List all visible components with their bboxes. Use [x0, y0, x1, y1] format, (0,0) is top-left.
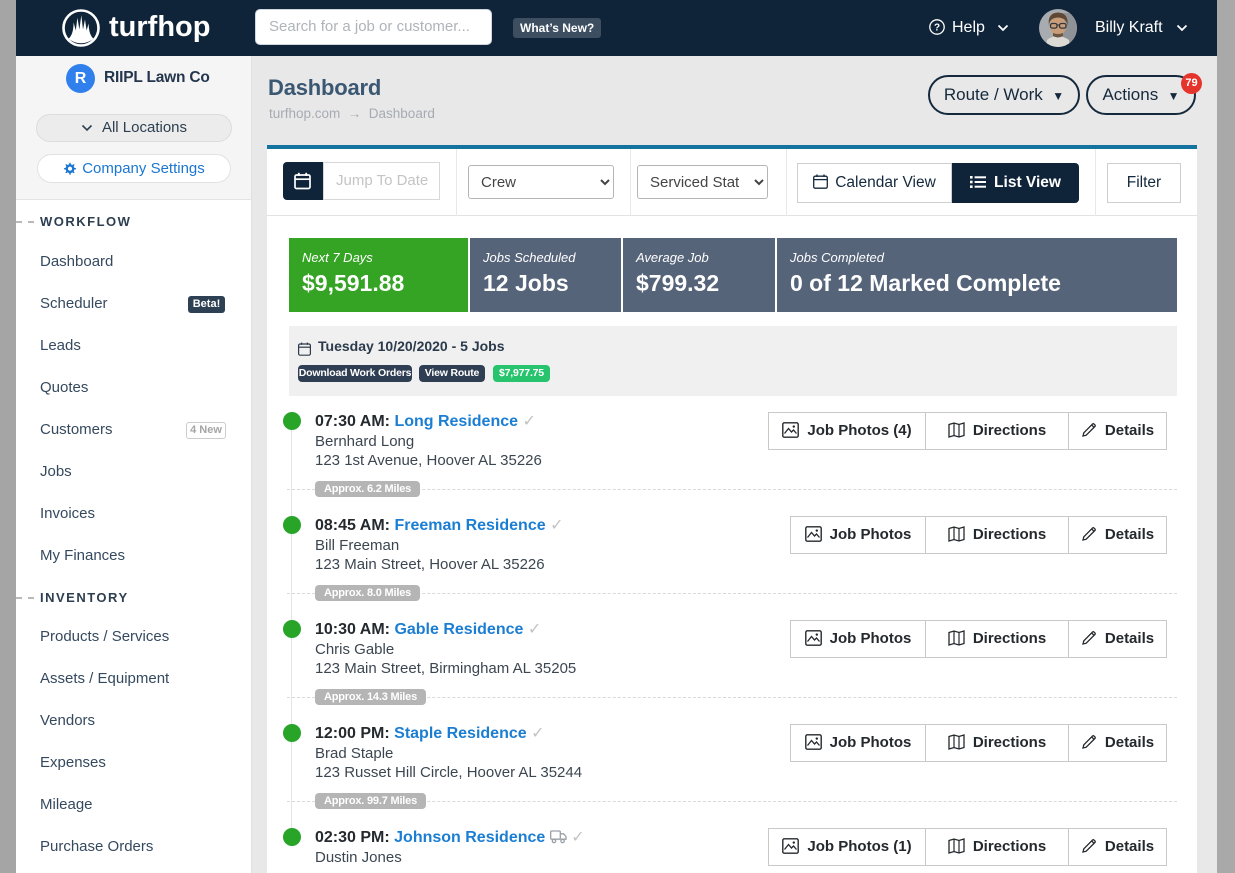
svg-text:?: ?	[934, 22, 940, 33]
